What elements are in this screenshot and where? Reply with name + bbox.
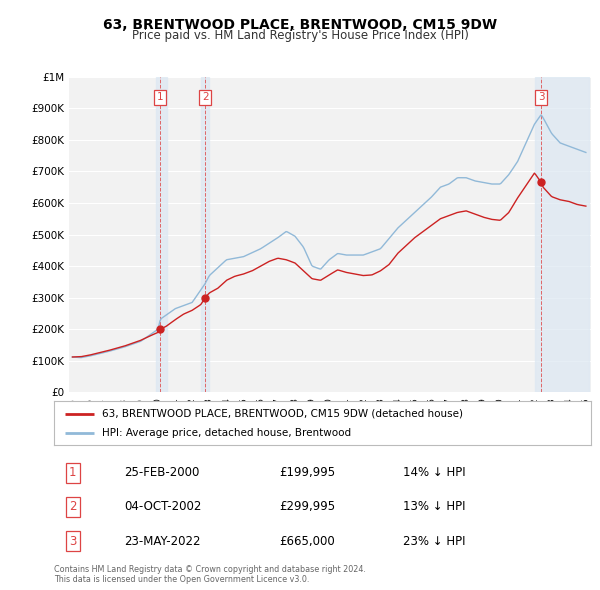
Text: 2: 2 — [69, 500, 77, 513]
Text: HPI: Average price, detached house, Brentwood: HPI: Average price, detached house, Bren… — [103, 428, 352, 438]
Text: 14% ↓ HPI: 14% ↓ HPI — [403, 466, 466, 479]
Text: 23% ↓ HPI: 23% ↓ HPI — [403, 535, 466, 548]
Text: 25-FEB-2000: 25-FEB-2000 — [124, 466, 199, 479]
Text: £299,995: £299,995 — [280, 500, 335, 513]
Bar — [156, 77, 167, 392]
Text: 04-OCT-2002: 04-OCT-2002 — [124, 500, 201, 513]
Text: Contains HM Land Registry data © Crown copyright and database right 2024.
This d: Contains HM Land Registry data © Crown c… — [54, 565, 366, 584]
Text: 1: 1 — [69, 466, 77, 479]
Text: 1: 1 — [157, 92, 164, 102]
Bar — [201, 77, 209, 392]
Text: 63, BRENTWOOD PLACE, BRENTWOOD, CM15 9DW (detached house): 63, BRENTWOOD PLACE, BRENTWOOD, CM15 9DW… — [103, 409, 463, 418]
Text: 23-MAY-2022: 23-MAY-2022 — [124, 535, 200, 548]
Text: 63, BRENTWOOD PLACE, BRENTWOOD, CM15 9DW: 63, BRENTWOOD PLACE, BRENTWOOD, CM15 9DW — [103, 18, 497, 32]
Text: 2: 2 — [202, 92, 209, 102]
Text: 13% ↓ HPI: 13% ↓ HPI — [403, 500, 466, 513]
Text: 3: 3 — [538, 92, 545, 102]
Text: Price paid vs. HM Land Registry's House Price Index (HPI): Price paid vs. HM Land Registry's House … — [131, 30, 469, 42]
Text: £199,995: £199,995 — [280, 466, 335, 479]
Bar — [535, 77, 589, 392]
Text: £665,000: £665,000 — [280, 535, 335, 548]
Text: 3: 3 — [69, 535, 76, 548]
